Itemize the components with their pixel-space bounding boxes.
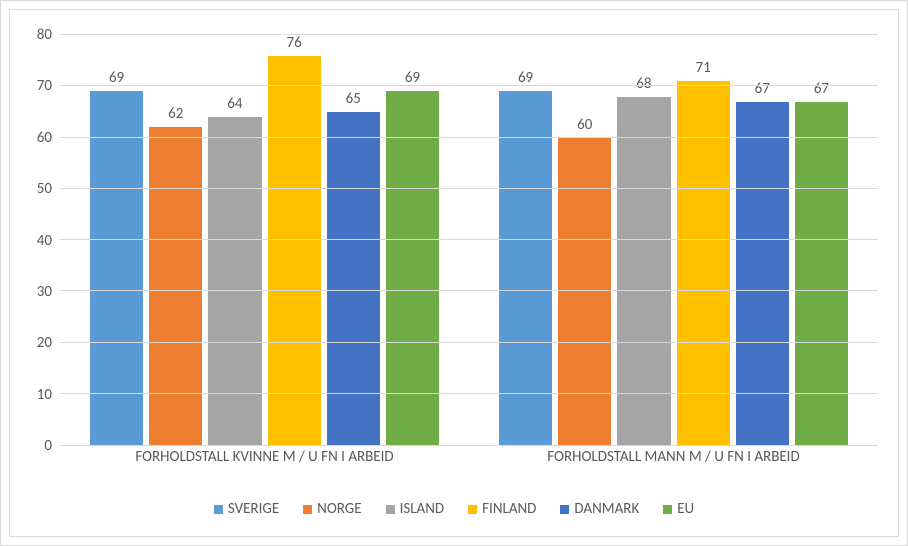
y-tick-label: 0 <box>44 437 52 455</box>
legend: SVERIGE NORGE ISLAND FINLAND DANMARK EU <box>10 486 898 536</box>
bar-wrap: 68 <box>617 35 670 445</box>
legend-item: ISLAND <box>386 500 445 518</box>
x-category-label: FORHOLDSTALL MANN M / U FN I ARBEID <box>469 448 878 478</box>
gridline <box>60 34 878 35</box>
legend-item: DANMARK <box>560 500 639 518</box>
bar-value-label: 67 <box>755 80 770 98</box>
chart-inner-frame: 01020304050607080 6962647665696960687167… <box>9 9 899 537</box>
gridline <box>60 188 878 189</box>
bar: 60 <box>558 138 611 446</box>
bar: 65 <box>327 112 380 445</box>
legend-label: NORGE <box>317 500 361 518</box>
bar-wrap: 69 <box>386 35 439 445</box>
gridline <box>60 137 878 138</box>
gridline <box>60 393 878 394</box>
bar-value-label: 67 <box>814 80 829 98</box>
x-axis-labels: FORHOLDSTALL KVINNE M / U FN I ARBEIDFOR… <box>60 448 878 478</box>
y-tick-label: 80 <box>37 26 52 44</box>
gridline <box>60 290 878 291</box>
legend-swatch <box>560 505 569 514</box>
legend-swatch <box>386 505 395 514</box>
y-tick-label: 40 <box>37 232 52 250</box>
bar: 64 <box>208 117 261 445</box>
bar-wrap: 64 <box>208 35 261 445</box>
legend-label: SVERIGE <box>228 500 279 518</box>
legend-label: DANMARK <box>574 500 639 518</box>
y-tick-label: 60 <box>37 129 52 147</box>
legend-swatch <box>303 505 312 514</box>
y-tick-label: 70 <box>37 77 52 95</box>
y-tick-label: 10 <box>37 386 52 404</box>
legend-label: EU <box>677 500 694 518</box>
bar-value-label: 62 <box>168 105 183 123</box>
legend-swatch <box>214 505 223 514</box>
legend-label: ISLAND <box>400 500 445 518</box>
legend-item: SVERIGE <box>214 500 279 518</box>
bar-group: 696068716767 <box>469 35 878 445</box>
bar-wrap: 65 <box>327 35 380 445</box>
bar-value-label: 65 <box>346 90 361 108</box>
y-tick-label: 30 <box>37 283 52 301</box>
y-tick-label: 20 <box>37 334 52 352</box>
bar-value-label: 76 <box>286 34 301 52</box>
plot-row: 01020304050607080 6962647665696960687167… <box>10 10 898 486</box>
bar-groups: 696264766569696068716767 <box>60 35 878 445</box>
legend-swatch <box>468 505 477 514</box>
y-tick-label: 50 <box>37 180 52 198</box>
bar-value-label: 68 <box>636 75 651 93</box>
bar-value-label: 71 <box>695 59 710 77</box>
bar-wrap: 62 <box>149 35 202 445</box>
bar-wrap: 71 <box>677 35 730 445</box>
legend-item: NORGE <box>303 500 361 518</box>
bar-wrap: 69 <box>90 35 143 445</box>
gridline <box>60 85 878 86</box>
legend-item: EU <box>663 500 694 518</box>
legend-swatch <box>663 505 672 514</box>
gridline <box>60 342 878 343</box>
chart-outer-frame: 01020304050607080 6962647665696960687167… <box>0 0 908 546</box>
bar-group: 696264766569 <box>60 35 469 445</box>
bar-wrap: 69 <box>499 35 552 445</box>
gridline <box>60 239 878 240</box>
bar-wrap: 76 <box>268 35 321 445</box>
plot-area: 696264766569696068716767 <box>60 35 878 446</box>
legend-label: FINLAND <box>482 500 536 518</box>
bar-value-label: 64 <box>227 95 242 113</box>
legend-item: FINLAND <box>468 500 536 518</box>
bar: 62 <box>149 127 202 445</box>
bar-wrap: 67 <box>795 35 848 445</box>
y-axis: 01020304050607080 <box>10 35 60 446</box>
bar-wrap: 60 <box>558 35 611 445</box>
bar-wrap: 67 <box>736 35 789 445</box>
x-category-label: FORHOLDSTALL KVINNE M / U FN I ARBEID <box>60 448 469 478</box>
bar: 76 <box>268 56 321 446</box>
bar-value-label: 60 <box>577 116 592 134</box>
